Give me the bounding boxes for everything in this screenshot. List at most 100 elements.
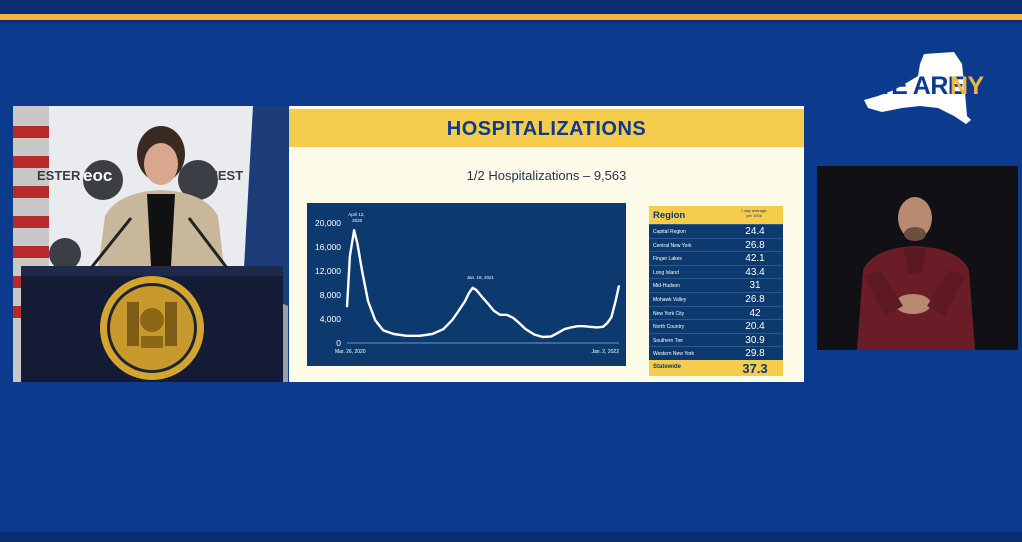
hospitalizations-series-line — [345, 229, 621, 339]
region-header-label: Region — [653, 210, 686, 221]
data-point — [349, 255, 351, 257]
y-tick-label: 20,000 — [315, 218, 341, 228]
avg-header-label: 7-day average, per 100k — [727, 208, 781, 218]
chart-annotation: Jan. 19, 2021 — [467, 275, 495, 280]
region-row: Western New York 29.8 — [649, 346, 783, 360]
data-point — [468, 292, 470, 294]
region-row: Capital Region 24.4 — [649, 224, 783, 238]
y-tick-label: 8,000 — [320, 290, 342, 300]
data-point — [618, 285, 620, 287]
data-point — [442, 328, 444, 330]
banner-text-eoc: eoc — [83, 166, 113, 185]
x-end-label: Jan. 2, 2022 — [591, 349, 619, 355]
data-point — [499, 314, 501, 316]
data-point — [615, 300, 617, 302]
x-start-label: Mar. 26, 2020 — [335, 349, 366, 355]
slide-header-band — [289, 109, 804, 147]
region-value: 20.4 — [745, 321, 765, 333]
region-name: Western New York — [653, 351, 695, 358]
statewide-value: 37.3 — [742, 361, 768, 376]
data-point — [576, 325, 578, 327]
top-accent-stripe — [0, 14, 1022, 20]
bottom-band — [0, 532, 1022, 542]
data-point — [451, 319, 453, 321]
data-point — [610, 316, 613, 318]
region-value: 43.4 — [745, 266, 765, 278]
data-point — [525, 328, 527, 330]
interpreter-video-feed — [817, 166, 1018, 350]
region-name: Long Island — [653, 269, 679, 276]
region-row: Long Island 43.4 — [649, 264, 783, 279]
data-point — [493, 310, 495, 312]
we-are-ny-logo: WE ARE NY — [862, 50, 987, 128]
data-point — [346, 306, 348, 308]
region-row: Mid-Hudson 31 — [649, 278, 783, 292]
region-row: Southern Tier 30.9 — [649, 332, 783, 347]
speaker-video-feed: ESTER eoc OCHEST — [13, 106, 288, 382]
region-name: New York City — [653, 310, 685, 317]
data-point — [393, 333, 395, 335]
slide-title: HOSPITALIZATIONS — [446, 118, 647, 140]
data-point — [557, 332, 559, 334]
data-point — [589, 326, 591, 328]
data-point — [457, 311, 459, 313]
y-tick-label: 0 — [336, 338, 341, 348]
logo-ny-text: NY — [950, 72, 984, 100]
region-value: 30.9 — [745, 334, 765, 346]
data-point — [596, 326, 598, 328]
region-value: 29.8 — [745, 348, 765, 360]
region-name: Central New York — [653, 242, 692, 249]
region-value: 31 — [749, 280, 761, 292]
statewide-label: Statewide — [653, 364, 682, 370]
y-tick-label: 16,000 — [315, 242, 341, 252]
banner-text-right: OCHEST — [189, 168, 244, 183]
data-point — [356, 243, 359, 245]
data-point — [353, 229, 355, 231]
ny-state-shape-icon — [864, 52, 971, 124]
region-value: 42.1 — [745, 253, 765, 265]
speaker-scene — [13, 106, 288, 382]
data-point — [367, 300, 369, 302]
region-value: 42 — [749, 307, 761, 319]
region-value: 26.8 — [745, 239, 765, 251]
data-point — [487, 303, 489, 305]
avg-header-line-2: per 100k — [746, 213, 762, 218]
top-under-stripe — [0, 20, 1022, 23]
data-point — [506, 314, 508, 316]
data-point — [533, 334, 536, 336]
data-point — [475, 289, 478, 291]
y-tick-label: 12,000 — [315, 266, 341, 276]
data-point — [512, 317, 514, 319]
region-name: Mohawk Valley — [653, 297, 687, 303]
region-row: Finger Lakes 42.1 — [649, 251, 783, 265]
data-point — [583, 325, 585, 327]
data-point — [550, 335, 552, 337]
data-point — [464, 300, 466, 302]
region-value: 24.4 — [745, 226, 765, 237]
data-point — [406, 335, 408, 337]
data-point — [563, 328, 565, 330]
presentation-slide: HOSPITALIZATIONS 1/2 Hospitalizations – … — [289, 106, 804, 382]
hospitalizations-line-chart: 0 4,000 8,000 12,000 16,000 20,000 Mar. 26, 20… — [307, 203, 626, 366]
data-point — [382, 329, 384, 331]
region-row: New York City 42 — [649, 305, 783, 320]
data-point — [518, 322, 520, 324]
data-point — [431, 333, 433, 335]
region-table-header: Region 7-day average, per 100k — [649, 206, 783, 224]
region-row: Mohawk Valley 26.8 — [649, 292, 783, 306]
region-table: Region 7-day average, per 100k Capital R… — [649, 206, 783, 376]
chart-annotation: April 12, — [348, 212, 365, 217]
data-point — [419, 335, 421, 337]
avg-header-line-1: 7-day average, — [740, 208, 768, 213]
chart-annotation-line2: 2020 — [352, 218, 363, 223]
data-point — [602, 326, 604, 328]
region-value: 26.8 — [745, 294, 765, 305]
region-name: Capital Region — [653, 229, 686, 235]
data-point — [570, 326, 572, 328]
y-tick-label: 4,000 — [320, 314, 342, 324]
data-point — [472, 287, 474, 289]
region-name: Mid-Hudson — [653, 283, 680, 290]
region-row: Central New York 26.8 — [649, 237, 783, 252]
data-point — [361, 270, 363, 272]
chart-svg: 0 4,000 8,000 12,000 16,000 20,000 Mar. 26, 20… — [315, 212, 621, 355]
